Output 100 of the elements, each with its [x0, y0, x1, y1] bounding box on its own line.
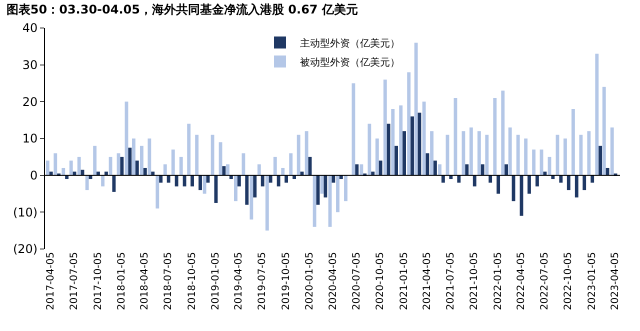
bar: [304, 131, 308, 176]
bar: [312, 175, 316, 227]
bar: [195, 134, 199, 176]
bar: [430, 131, 434, 176]
x-tick-label: 2022-01-05: [492, 252, 504, 310]
bar: [595, 54, 599, 176]
bar: [606, 168, 610, 176]
bar: [386, 124, 390, 176]
bar: [504, 164, 508, 176]
x-tick-label: 2022-04-05: [516, 252, 528, 310]
bar: [469, 127, 473, 176]
bar: [237, 175, 241, 186]
bar: [54, 153, 58, 176]
bar: [477, 131, 481, 176]
bar: [253, 175, 257, 198]
bar: [441, 175, 445, 183]
bar: [355, 164, 359, 176]
bar: [273, 156, 277, 176]
bar: [485, 134, 489, 176]
bar: [378, 160, 382, 176]
bar: [564, 138, 567, 176]
bar: [120, 156, 124, 176]
bar: [336, 175, 340, 212]
bar: [602, 86, 606, 176]
bar: [163, 164, 167, 176]
bar: [260, 175, 264, 186]
bar: [289, 153, 293, 176]
y-tick-label: 0: [30, 168, 38, 183]
bar: [598, 146, 602, 176]
bar: [402, 131, 406, 176]
bar: [268, 175, 272, 183]
bar: [465, 164, 469, 176]
y-tick-label: 20: [22, 94, 38, 109]
bar: [414, 42, 418, 176]
bar: [360, 164, 364, 176]
x-tick-label: 2018-01-05: [116, 252, 128, 310]
bar: [516, 134, 520, 176]
bar: [383, 80, 387, 176]
y-tick-label: 10: [22, 132, 38, 146]
bar: [210, 134, 214, 176]
x-tick-label: 2020-10-05: [375, 252, 386, 310]
bar: [433, 160, 437, 176]
bar: [46, 160, 50, 176]
bar: [132, 138, 136, 176]
bar: [112, 175, 116, 192]
bar: [93, 146, 97, 176]
x-tick-label: 2023-01-05: [586, 252, 598, 310]
x-tick-label: 2021-04-05: [422, 252, 434, 310]
bar: [250, 175, 254, 220]
bar: [582, 175, 586, 190]
x-tick-label: 2022-07-05: [540, 252, 551, 310]
bar: [574, 175, 578, 198]
bar: [281, 168, 285, 176]
x-tick-label: 2019-04-05: [234, 252, 245, 310]
bar: [85, 175, 89, 190]
bar: [234, 175, 238, 202]
bar: [407, 72, 411, 176]
bar: [179, 156, 183, 176]
bar: [135, 160, 139, 176]
bar: [222, 166, 226, 176]
bar: [422, 102, 426, 176]
bar: [245, 175, 249, 205]
bar: [148, 138, 152, 176]
bar: [536, 175, 539, 186]
bar: [171, 150, 175, 176]
bar: [62, 168, 66, 176]
bar: [496, 175, 500, 194]
bar: [587, 131, 591, 176]
x-tick-label: 2018-07-05: [163, 252, 174, 310]
bar: [480, 164, 484, 176]
bar: [410, 116, 414, 176]
bar: [566, 175, 570, 190]
x-tick-label: 2019-01-05: [210, 252, 222, 310]
bar: [493, 98, 497, 176]
bar: [190, 175, 194, 186]
bar: [156, 175, 160, 208]
legend-label: 被动型外资（亿美元）: [300, 56, 400, 68]
x-tick-label: 2017-07-05: [69, 252, 80, 310]
x-tick-label: 2022-10-05: [563, 252, 574, 310]
bar: [528, 175, 531, 194]
bar: [457, 175, 461, 183]
bar: [394, 146, 398, 176]
x-tick-label: 2021-01-05: [398, 252, 410, 310]
x-tick-label: 2020-01-05: [304, 252, 316, 310]
x-tick-label: 2020-04-05: [328, 252, 340, 310]
x-tick-label: 2021-07-05: [445, 252, 456, 310]
y-tick-label: (10): [12, 205, 38, 220]
chart-title: 图表50：03.30-04.05，海外共同基金净流入港股 0.67 亿美元: [6, 2, 358, 16]
bar: [284, 175, 288, 183]
bar: [143, 168, 147, 176]
bar: [265, 175, 269, 231]
y-tick-label: 40: [22, 21, 38, 36]
bar: [101, 175, 105, 186]
bar: [159, 175, 163, 183]
bar: [571, 109, 575, 176]
bar: [77, 156, 81, 176]
bar: [344, 175, 348, 202]
bar: [524, 138, 528, 176]
x-tick-label: 2018-04-05: [140, 252, 151, 310]
legend-label: 主动型外资（亿美元）: [300, 37, 400, 50]
